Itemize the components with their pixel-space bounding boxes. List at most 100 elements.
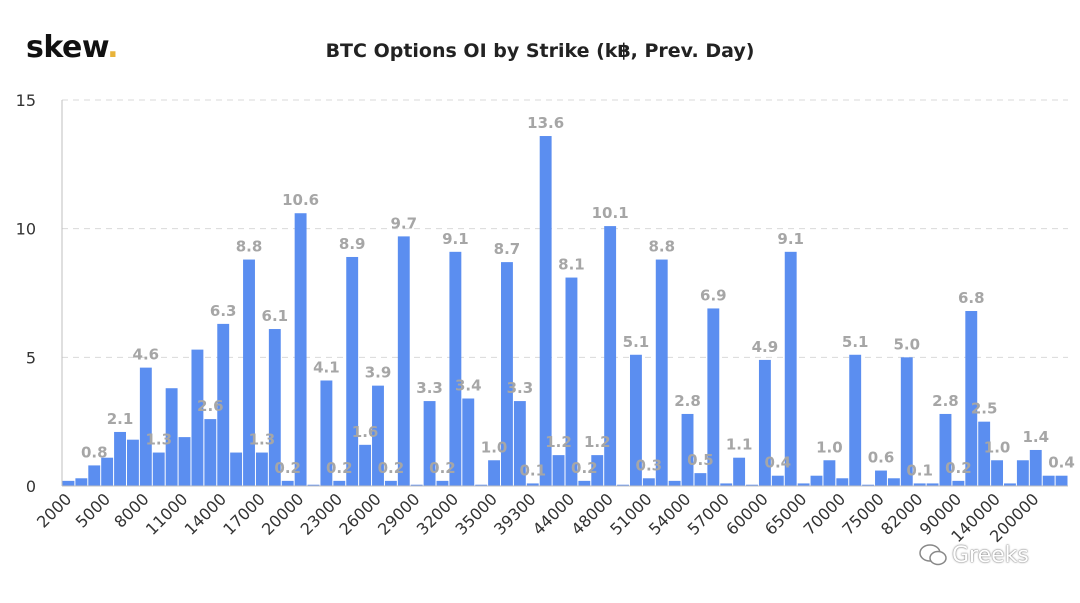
bar — [178, 437, 191, 486]
bar — [939, 413, 952, 486]
x-tick-label: 5000 — [72, 489, 114, 531]
bar — [758, 359, 771, 486]
data-label: 0.2 — [429, 459, 456, 477]
data-label: 3.4 — [455, 377, 482, 395]
data-label: 0.1 — [906, 461, 933, 479]
bar — [449, 251, 462, 486]
x-tick-label: 26000 — [335, 489, 384, 538]
data-label: 0.8 — [81, 443, 108, 461]
data-label: 1.2 — [545, 433, 572, 451]
bar — [539, 136, 552, 486]
bar — [268, 329, 281, 486]
data-label: 6.8 — [958, 289, 985, 307]
x-tick-label: 54000 — [645, 489, 694, 538]
x-tick-label: 75000 — [838, 489, 887, 538]
y-tick-label: 10 — [16, 220, 36, 239]
bar — [152, 452, 165, 486]
data-label: 10.6 — [282, 191, 319, 209]
bar — [204, 419, 217, 486]
data-label: 3.3 — [507, 379, 534, 397]
bar — [991, 460, 1004, 486]
y-tick-label: 15 — [16, 91, 36, 110]
x-tick-label: 2000 — [33, 489, 75, 531]
chat-bubble-icon — [919, 544, 947, 566]
bar — [114, 431, 126, 486]
bar — [978, 421, 991, 486]
bar — [771, 475, 784, 486]
bar — [359, 444, 372, 486]
bar — [372, 385, 384, 486]
bar — [1004, 483, 1016, 486]
bar — [410, 484, 423, 486]
data-label: 6.9 — [700, 286, 727, 304]
data-label: 1.1 — [726, 436, 753, 454]
data-label: 2.8 — [674, 392, 701, 410]
bar — [1029, 449, 1042, 486]
bar — [243, 259, 255, 486]
bar — [578, 480, 591, 486]
x-tick-label: 60000 — [722, 489, 771, 538]
bar — [294, 213, 307, 486]
bar — [346, 256, 359, 486]
data-label: 3.3 — [416, 379, 443, 397]
data-label: 9.7 — [390, 214, 417, 232]
bar — [526, 483, 539, 486]
bar — [488, 460, 501, 486]
bar — [849, 354, 862, 486]
bar — [900, 357, 913, 486]
bar — [1016, 460, 1029, 486]
bar — [836, 478, 849, 486]
data-label: 1.2 — [584, 433, 611, 451]
data-label: 1.6 — [352, 423, 379, 441]
x-tick-label: 57000 — [684, 489, 733, 538]
data-label: 1.4 — [1022, 428, 1049, 446]
bar — [255, 452, 268, 486]
data-label: 5.0 — [893, 335, 920, 353]
data-label: 9.1 — [442, 230, 469, 248]
x-tick-label: 35000 — [451, 489, 500, 538]
x-tick-label: 82000 — [877, 489, 926, 538]
bar — [875, 470, 887, 486]
bar — [230, 452, 243, 486]
data-label: 0.2 — [326, 459, 353, 477]
x-tick-label: 23000 — [297, 489, 346, 538]
bar — [1055, 475, 1068, 486]
data-label: 0.1 — [519, 461, 546, 479]
bar — [62, 480, 75, 486]
data-label: 0.2 — [571, 459, 598, 477]
bar — [887, 478, 900, 486]
x-tick-label: 48000 — [568, 489, 617, 538]
data-label: 1.3 — [145, 431, 172, 449]
bar — [720, 483, 733, 486]
bar — [642, 478, 655, 486]
bar — [126, 439, 139, 486]
bar — [307, 484, 320, 486]
bar — [501, 262, 513, 486]
x-tick-label: 20000 — [258, 489, 307, 538]
watermark-text: Greeks — [952, 542, 1029, 568]
x-tick-label: 65000 — [761, 489, 810, 538]
data-label: 8.7 — [494, 240, 521, 258]
bar — [320, 380, 333, 486]
bar — [165, 388, 178, 486]
bar — [862, 484, 875, 486]
bar — [810, 475, 823, 486]
bar — [746, 484, 758, 486]
bar — [668, 480, 681, 486]
x-tick-label: 14000 — [181, 489, 230, 538]
x-tick-label: 44000 — [529, 489, 578, 538]
bar — [101, 457, 114, 486]
data-label: 5.1 — [842, 333, 869, 351]
bar — [1042, 475, 1055, 486]
data-label: 5.1 — [623, 333, 650, 351]
data-label: 4.1 — [313, 358, 340, 376]
bar — [217, 323, 230, 486]
bar — [629, 354, 642, 486]
data-label: 10.1 — [592, 204, 629, 222]
bar — [397, 236, 410, 486]
bar — [88, 465, 101, 486]
data-label: 0.5 — [687, 451, 714, 469]
bar — [823, 460, 836, 486]
logo-text: skew — [26, 30, 108, 65]
